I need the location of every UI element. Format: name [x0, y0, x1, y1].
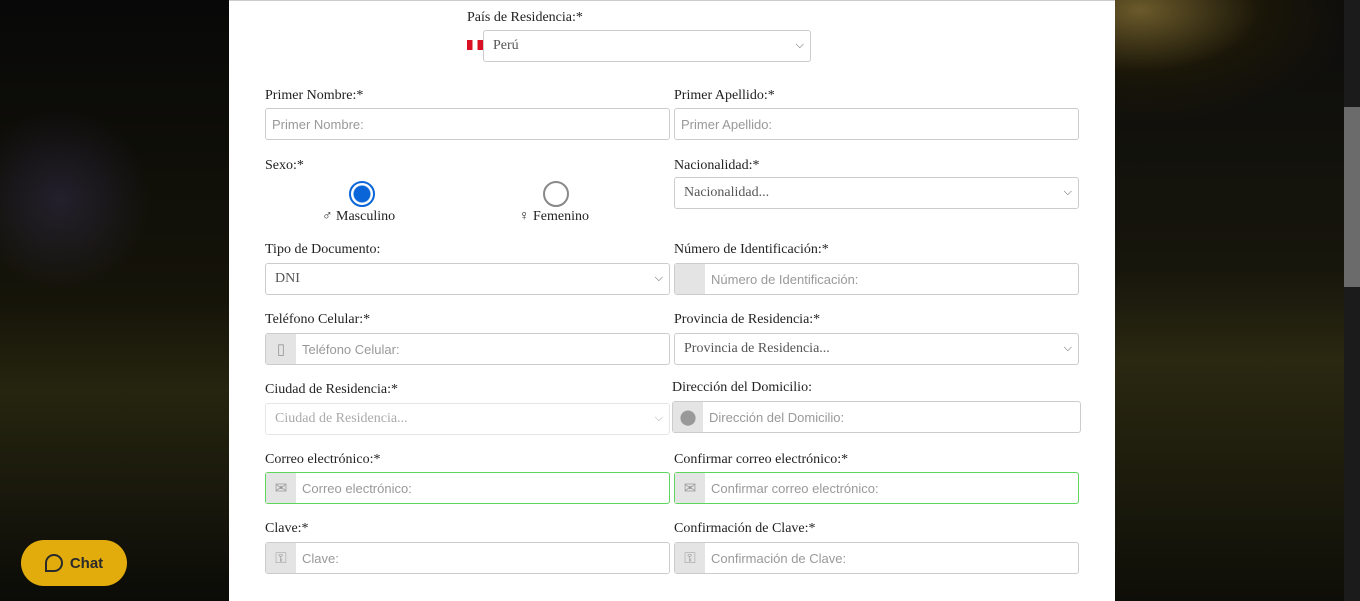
correo-input[interactable]: ✉ Correo electrónico:	[265, 472, 670, 504]
map-marker-icon: ⬤	[673, 402, 703, 432]
placeholder: Primer Apellido:	[681, 116, 773, 132]
scrollbar-thumb[interactable]	[1344, 107, 1360, 287]
confirmar-correo-label: Confirmar correo electrónico:*	[674, 452, 849, 467]
pais-select[interactable]: Perú ⌵	[483, 30, 811, 62]
provincia-value: Provincia de Residencia...	[684, 341, 830, 356]
placeholder: Número de Identificación:	[711, 271, 859, 287]
placeholder: Clave:	[302, 550, 339, 566]
primer-nombre-label: Primer Nombre:*	[265, 88, 364, 103]
id-addon	[675, 264, 705, 294]
pais-label: País de Residencia:*	[467, 10, 583, 25]
femenino-label: ♀ Femenino	[519, 209, 589, 225]
radio-masculino[interactable]	[349, 181, 375, 207]
clave-input[interactable]: ⚿ Clave:	[265, 542, 670, 574]
ciudad-value: Ciudad de Residencia...	[275, 411, 408, 426]
placeholder: Correo electrónico:	[302, 480, 412, 496]
radio-femenino[interactable]	[543, 181, 569, 207]
nacionalidad-value: Nacionalidad...	[684, 185, 770, 200]
chevron-down-icon: ⌵	[1063, 342, 1072, 354]
nacionalidad-label: Nacionalidad:*	[674, 158, 760, 173]
confirmar-correo-input[interactable]: ✉ Confirmar correo electrónico:	[674, 472, 1079, 504]
placeholder: Confirmación de Clave:	[711, 550, 847, 566]
male-icon: ♂	[322, 209, 333, 224]
background-left	[0, 0, 229, 601]
confirmar-clave-label: Confirmación de Clave:*	[674, 521, 816, 536]
direccion-label: Dirección del Domicilio:	[672, 380, 812, 395]
masculino-label: ♂ Masculino	[322, 209, 395, 225]
scrollbar[interactable]	[1344, 0, 1360, 601]
mobile-icon: ▯	[266, 334, 296, 364]
chevron-down-icon: ⌵	[654, 272, 663, 284]
primer-apellido-label: Primer Apellido:*	[674, 88, 775, 103]
key-icon: ⚿	[266, 543, 296, 573]
registration-form: País de Residencia:* Perú ⌵ Primer Nombre…	[229, 0, 1115, 601]
ciudad-label: Ciudad de Residencia:*	[265, 382, 398, 397]
numero-id-label: Número de Identificación:*	[674, 242, 829, 257]
placeholder: Primer Nombre:	[272, 116, 364, 132]
numero-id-input[interactable]: Número de Identificación:	[674, 263, 1079, 295]
tipo-documento-value: DNI	[275, 271, 300, 286]
chevron-down-icon: ⌵	[1063, 186, 1072, 198]
female-icon: ♀	[519, 209, 530, 224]
confirmar-clave-input[interactable]: ⚿ Confirmación de Clave:	[674, 542, 1079, 574]
envelope-icon: ✉	[266, 473, 296, 503]
primer-nombre-input[interactable]: Primer Nombre:	[265, 108, 670, 140]
masculino-text: Masculino	[336, 209, 396, 224]
ciudad-select[interactable]: Ciudad de Residencia... ⌵	[265, 403, 670, 435]
tipo-documento-label: Tipo de Documento:	[265, 242, 381, 257]
primer-apellido-input[interactable]: Primer Apellido:	[674, 108, 1079, 140]
peru-flag-icon	[467, 40, 483, 50]
tipo-documento-select[interactable]: DNI ⌵	[265, 263, 670, 295]
clave-label: Clave:*	[265, 521, 309, 536]
key-icon: ⚿	[675, 543, 705, 573]
direccion-input[interactable]: ⬤ Dirección del Domicilio:	[672, 401, 1081, 433]
provincia-label: Provincia de Residencia:*	[674, 312, 821, 327]
chat-label: Chat	[69, 554, 104, 572]
placeholder: Teléfono Celular:	[302, 341, 400, 357]
sexo-label: Sexo:*	[265, 158, 304, 173]
chevron-down-icon: ⌵	[654, 412, 663, 424]
correo-label: Correo electrónico:*	[265, 452, 381, 467]
pais-value: Perú	[493, 38, 519, 53]
provincia-select[interactable]: Provincia de Residencia... ⌵	[674, 333, 1079, 365]
envelope-icon: ✉	[675, 473, 705, 503]
femenino-text: Femenino	[533, 209, 589, 224]
placeholder: Confirmar correo electrónico:	[711, 480, 879, 496]
nacionalidad-select[interactable]: Nacionalidad... ⌵	[674, 177, 1079, 209]
telefono-input[interactable]: ▯ Teléfono Celular:	[265, 333, 670, 365]
chat-button[interactable]: Chat	[21, 540, 127, 586]
chat-bubble-icon	[44, 554, 63, 572]
telefono-label: Teléfono Celular:*	[265, 312, 371, 327]
chevron-down-icon: ⌵	[795, 39, 804, 51]
placeholder: Dirección del Domicilio:	[709, 409, 845, 425]
